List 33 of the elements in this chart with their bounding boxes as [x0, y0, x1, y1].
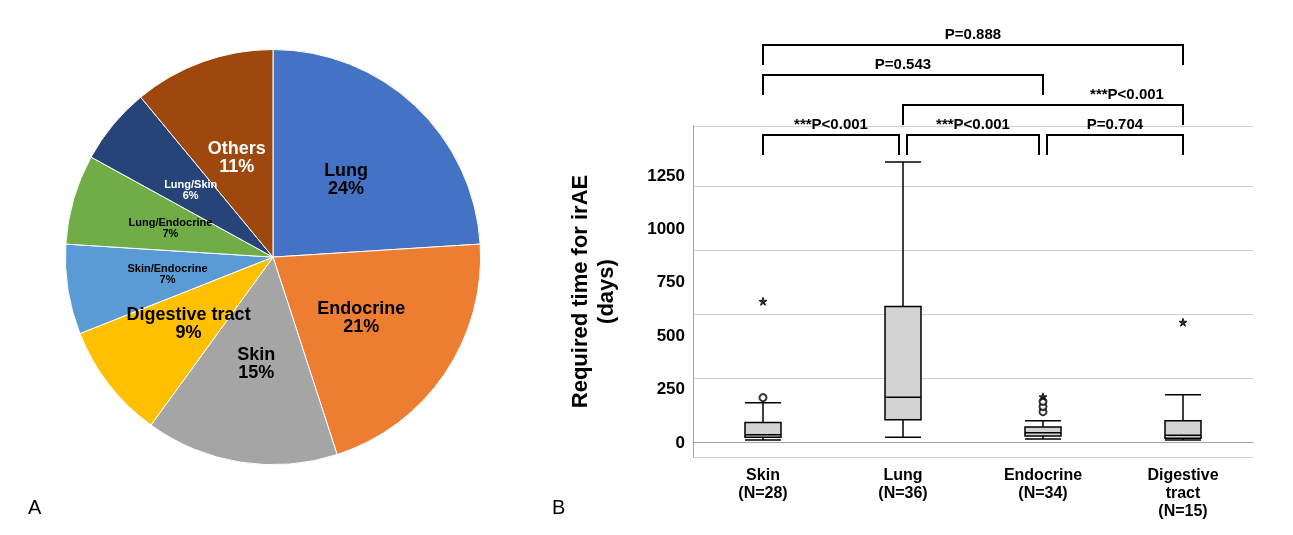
- slice-label: Skin: [237, 343, 276, 364]
- x-tick-label: Digestive tract (N=15): [1147, 465, 1219, 519]
- data-label: 11%: [219, 155, 255, 176]
- y-tick-label: 500: [656, 325, 685, 345]
- data-label: 15%: [238, 361, 275, 382]
- x-tick-label: Skin (N=28): [738, 465, 788, 501]
- slice-label: Skin/Endocrine: [127, 262, 208, 275]
- x-tick-label: Endocrine (N=34): [1003, 465, 1083, 501]
- data-label: 7%: [162, 226, 179, 239]
- slice-label: Lung: [324, 160, 369, 181]
- annotation: ***P<0.001: [936, 115, 1010, 132]
- text: P=0.543: [874, 55, 932, 72]
- slice-label: Lung/Endocrine: [128, 215, 213, 228]
- y-tick-label: 0: [675, 432, 685, 452]
- y-tick-label: 1000: [647, 219, 685, 238]
- text: P=0.888: [944, 25, 1002, 42]
- slice-label: Endocrine: [317, 298, 406, 319]
- slice-label: Digestive tract: [126, 303, 251, 324]
- y-axis-title: Required time for irAE (days): [566, 174, 618, 409]
- slice-label: Others: [207, 137, 266, 158]
- text: B: [552, 496, 566, 518]
- text: A: [28, 496, 42, 518]
- y-tick-label: 250: [656, 379, 685, 399]
- annotation: P=0.704: [1086, 115, 1144, 132]
- data-label: 21%: [343, 316, 380, 337]
- annotation: ***P<0.001: [794, 115, 868, 132]
- data-label: 6%: [182, 188, 199, 201]
- y-tick-label: 1250: [647, 165, 685, 185]
- x-tick-label: Lung (N=36): [878, 465, 928, 501]
- data-label: 9%: [175, 321, 202, 342]
- text: ***P<0.001: [1090, 85, 1164, 102]
- y-tick-label: 750: [656, 272, 685, 292]
- data-label: 7%: [159, 273, 176, 286]
